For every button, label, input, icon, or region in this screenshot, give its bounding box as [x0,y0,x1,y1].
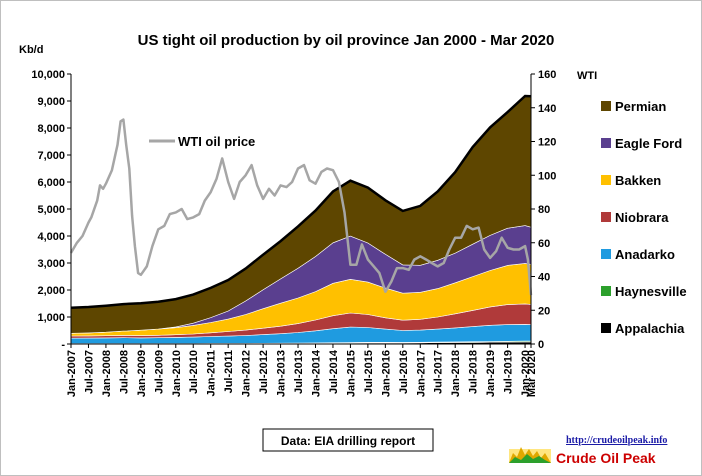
x-tick-label: Jul-2014 [328,349,340,394]
x-tick-label: Jul-2013 [293,350,305,394]
left-tick-label: 8,000 [37,123,65,135]
right-y-ticks: 0 20 40 60 80 100 120 140 160 [531,69,556,351]
legend-label-eagle-ford: Eagle Ford [615,136,682,151]
x-tick-label: Jul-2015 [363,350,375,394]
legend-label-permian: Permian [615,99,666,114]
right-tick-label: 140 [538,103,556,115]
x-tick-label: Jan-2007 [66,350,78,397]
legend-label-haynesville: Haynesville [615,284,687,299]
x-tick-label: Jan-2012 [241,350,253,397]
legend-swatch-haynesville [601,286,611,296]
x-tick-label: Jan-2014 [310,349,322,397]
left-tick-label: 10,000 [31,69,65,81]
right-tick-label: 20 [538,305,550,317]
brand-logo-icon [509,447,551,463]
x-tick-label: Jan-2020 [520,350,532,397]
x-tick-label: Jul-2007 [83,350,95,394]
legend-label-appalachia: Appalachia [615,321,685,336]
right-axis-unit-label: WTI [577,70,597,82]
x-tick-label: Jul-2012 [258,350,270,394]
left-axis-unit-label: Kb/d [19,44,43,56]
wti-annotation: WTI oil price [178,134,255,149]
legend-label-bakken: Bakken [615,173,661,188]
right-tick-label: 120 [538,137,556,149]
x-tick-label: Jul-2016 [398,350,410,394]
source-text: Data: EIA drilling report [281,434,415,448]
x-tick-label: Jan-2017 [415,350,427,397]
x-tick-label: Jan-2010 [171,350,183,397]
x-tick-label: Jul-2018 [468,350,480,394]
legend-swatch-appalachia [601,323,611,333]
legend-label-niobrara: Niobrara [615,210,669,225]
logo-icon-wave-2 [509,454,551,463]
x-tick-label: Jan-2008 [101,350,113,397]
total-production-edge [70,94,532,309]
x-tick-label: Jan-2015 [345,350,357,397]
x-tick-label: Jul-2010 [188,350,200,394]
wti-layer [69,118,533,296]
left-tick-label: 9,000 [37,96,65,108]
left-tick-label: 6,000 [37,177,65,189]
chart-title: US tight oil production by oil province … [138,32,555,49]
right-tick-label: 160 [538,69,556,81]
x-tick-label: Jul-2017 [433,350,445,394]
left-tick-label: 5,000 [37,204,65,216]
x-tick-label: Jul-2009 [153,350,165,394]
left-tick-label: 3,000 [37,258,65,270]
right-tick-label: 60 [538,238,550,250]
x-tick-label: Jul-2019 [503,350,515,394]
x-tick-label: Jan-2011 [206,350,218,396]
legend-swatch-anadarko [601,249,611,259]
legend-label-anadarko: Anadarko [615,247,675,262]
left-tick-label: 1,000 [37,312,65,324]
brand-url[interactable]: http://crudeoilpeak.info [566,435,667,446]
legend: Permian Eagle Ford Bakken Niobrara Anadarko H… [601,99,687,336]
left-tick-label: 4,000 [37,231,65,243]
left-tick-label: 2,000 [37,285,65,297]
x-tick-label: Jan-2009 [136,350,148,397]
brand-logo: http://crudeoilpeak.info Crude Oil Peak [509,435,667,466]
right-tick-label: 80 [538,204,550,216]
left-tick-label: - [61,339,65,351]
x-ticks: Jan-2007 Jul-2007 Jan-2008 Jul-2008 Jan-2009… [66,344,538,397]
x-tick-label: Jul-2011 [223,350,235,393]
left-y-ticks: - 1,000 2,000 3,000 4,000 5,000 6,000 7,000 8,00… [31,69,71,351]
legend-swatch-niobrara [601,212,611,222]
x-tick-label: Mar 2020 [526,350,538,397]
legend-swatch-eagle-ford [601,138,611,148]
x-tick-label: Jan-2013 [276,350,288,397]
x-tick-label: Jan-2016 [380,350,392,397]
source-box: Data: EIA drilling report [262,428,434,452]
right-tick-label: 100 [538,170,556,182]
legend-swatch-bakken [601,175,611,185]
source-box-frame [262,428,434,452]
wti-price-line [69,118,533,296]
x-tick-label: Jan-2018 [450,350,462,397]
x-tick-label: Jan-2019 [485,350,497,397]
legend-swatch-permian [601,101,611,111]
right-tick-label: 0 [538,339,544,351]
x-tick-label: Jul-2008 [118,350,130,394]
right-tick-label: 40 [538,272,550,284]
left-tick-label: 7,000 [37,150,65,162]
brand-name: Crude Oil Peak [556,450,656,466]
